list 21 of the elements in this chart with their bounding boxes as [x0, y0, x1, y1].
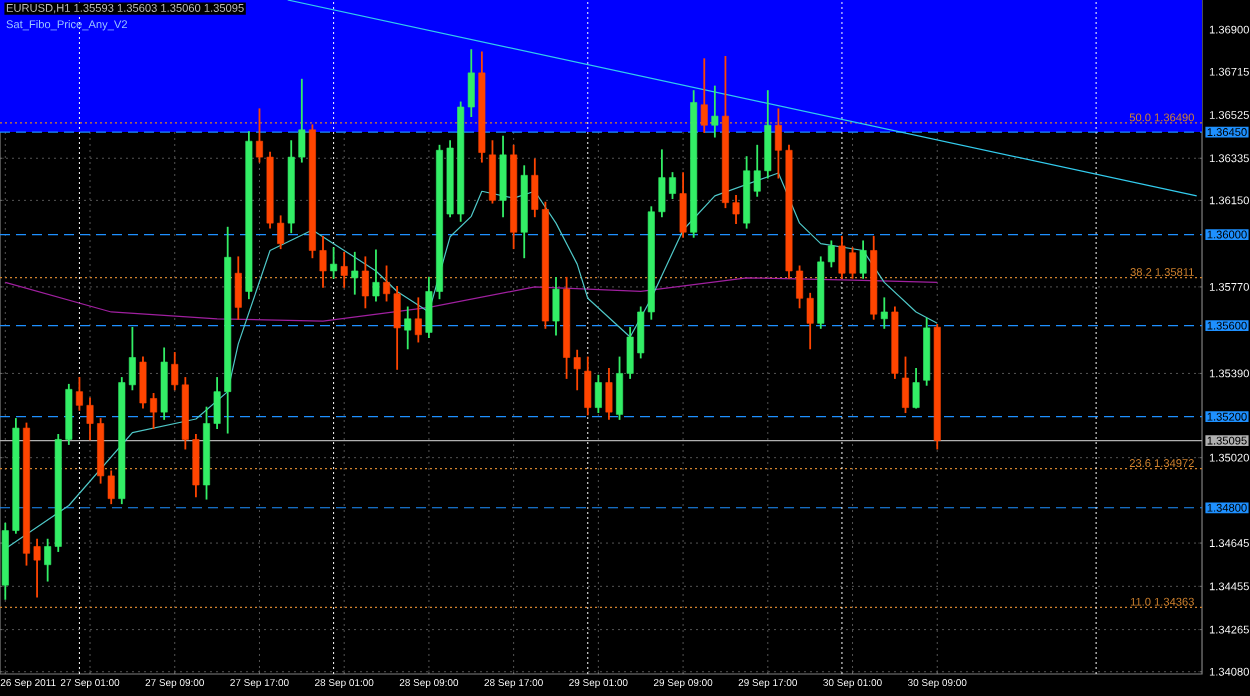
- candlestick: [499, 135, 507, 218]
- candlestick: [859, 240, 867, 279]
- candlestick: [584, 356, 592, 416]
- candlestick: [330, 247, 338, 279]
- candlestick: [414, 297, 422, 343]
- candlestick: [234, 256, 242, 320]
- candlestick: [552, 276, 560, 336]
- candlestick: [372, 249, 380, 302]
- candlestick: [351, 251, 359, 295]
- candlestick: [340, 251, 348, 288]
- candlestick: [902, 356, 909, 414]
- candlestick: [594, 374, 602, 414]
- candlestick: [488, 140, 496, 204]
- candlestick: [711, 85, 719, 138]
- candlestick: [912, 367, 920, 409]
- candlestick: [404, 306, 412, 350]
- candlestick: [880, 297, 888, 329]
- candlestick: [605, 367, 613, 420]
- candlestick: [700, 58, 708, 133]
- candlestick: [361, 256, 369, 309]
- candlestick: [679, 172, 687, 238]
